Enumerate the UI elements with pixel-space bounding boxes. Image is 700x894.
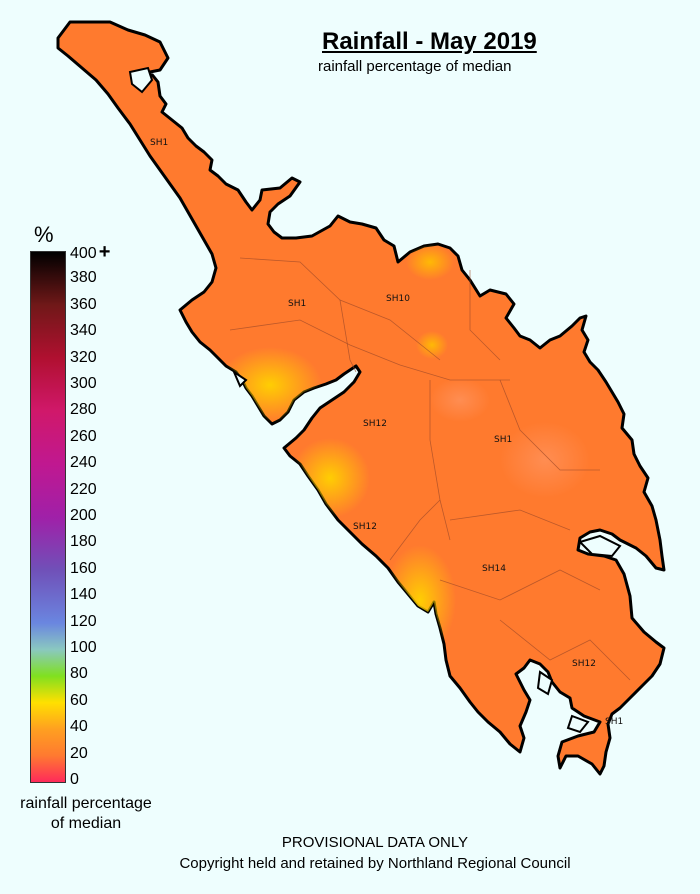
legend-caption: rainfall percentage of median	[6, 794, 166, 834]
legend-tick-240: 240	[70, 455, 97, 471]
legend-tick-360: 360	[70, 295, 97, 313]
low-rainfall-zone-southwest	[384, 545, 456, 655]
legend-tick-260: 260	[70, 427, 97, 445]
legend-tick-20: 20	[70, 744, 88, 762]
legend-tick-label: 300	[70, 375, 97, 392]
legend-tick-label: 240	[70, 454, 97, 472]
road-label-sh1-central: SH1	[494, 435, 512, 445]
legend-tick-label: 380	[70, 269, 97, 287]
legend-color-bar	[30, 251, 66, 783]
legend-tick-label: 400	[70, 245, 97, 262]
higher-zone-center	[430, 378, 490, 422]
legend-tick-label: 100	[70, 639, 97, 656]
low-rainfall-zone-north	[406, 244, 454, 280]
legend-tick-160: 160	[70, 559, 97, 577]
road-label-sh1-south: SH1	[605, 717, 623, 727]
legend-tick-300: 300	[70, 376, 97, 392]
legend-tick-label: 80	[70, 665, 88, 683]
road-label-sh14: SH14	[482, 564, 506, 574]
legend-tick-label: 160	[70, 559, 97, 577]
low-rainfall-zone-west	[218, 347, 322, 423]
legend-tick-label: 180	[70, 533, 97, 551]
legend-tick-380: 380	[70, 270, 97, 286]
legend-tick-label: 260	[70, 427, 97, 445]
legend-tick-label: 40	[70, 718, 88, 736]
legend-caption-line2: of median	[50, 815, 122, 832]
legend-tick-label: 220	[70, 480, 97, 498]
map-title: Rainfall - May 2019	[322, 28, 537, 55]
legend-tick-label: 280	[70, 401, 97, 419]
legend-tick-100: 100	[70, 640, 97, 656]
legend-tick-label: 60	[70, 691, 88, 709]
legend-tick-200: 200	[70, 508, 97, 524]
copyright-notice: Copyright held and retained by Northland…	[179, 855, 571, 872]
legend-tick-180: 180	[70, 534, 97, 550]
district-boundaries	[229, 257, 631, 681]
legend-caption-line1: rainfall percentage	[20, 795, 152, 812]
higher-zone-east	[500, 422, 590, 498]
legend-tick-220: 220	[70, 480, 97, 498]
legend-tick-280: 280	[70, 402, 97, 418]
legend-tick-label: 320	[70, 348, 97, 366]
legend-unit: %	[34, 222, 54, 247]
provisional-notice: PROVISIONAL DATA ONLY	[281, 834, 469, 851]
road-label-sh12-north: SH12	[363, 419, 387, 429]
road-label-sh1-kaitaia: SH1	[288, 299, 306, 309]
road-label-sh12-west: SH12	[353, 522, 377, 532]
legend-tick-340: 340	[70, 323, 97, 339]
low-rainfall-zone-midwest	[290, 438, 370, 518]
low-rainfall-zone-central	[416, 331, 448, 359]
legend-tick-120: 120	[70, 612, 97, 630]
legend-tick-label: 20	[70, 744, 88, 762]
legend-tick-0: 0	[70, 772, 79, 788]
road-label-sh12-south: SH12	[572, 659, 596, 669]
road-label-sh1-north: SH1	[150, 138, 168, 148]
map-subtitle: rainfall percentage of median	[318, 58, 512, 75]
coast-islands	[128, 66, 622, 734]
road-labels: SH1 SH1 SH10 SH12 SH1 SH12 SH14 SH12 SH1	[150, 138, 623, 727]
legend-top-marker: +	[98, 241, 111, 263]
legend-tick-60: 60	[70, 691, 88, 709]
legend-tick-label: 200	[70, 507, 97, 524]
legend-tick-label: 360	[70, 295, 97, 313]
road-label-sh10: SH10	[386, 294, 410, 304]
legend-tick-label: 140	[70, 586, 97, 604]
legend-tick-320: 320	[70, 348, 97, 366]
legend-tick-80: 80	[70, 666, 88, 682]
legend-tick-label: 0	[70, 771, 79, 788]
legend-tick-400: 400 +	[70, 241, 111, 263]
legend-tick-label: 340	[70, 322, 97, 340]
legend-tick-40: 40	[70, 719, 88, 735]
legend-tick-140: 140	[70, 587, 97, 603]
legend-tick-label: 120	[70, 612, 97, 630]
